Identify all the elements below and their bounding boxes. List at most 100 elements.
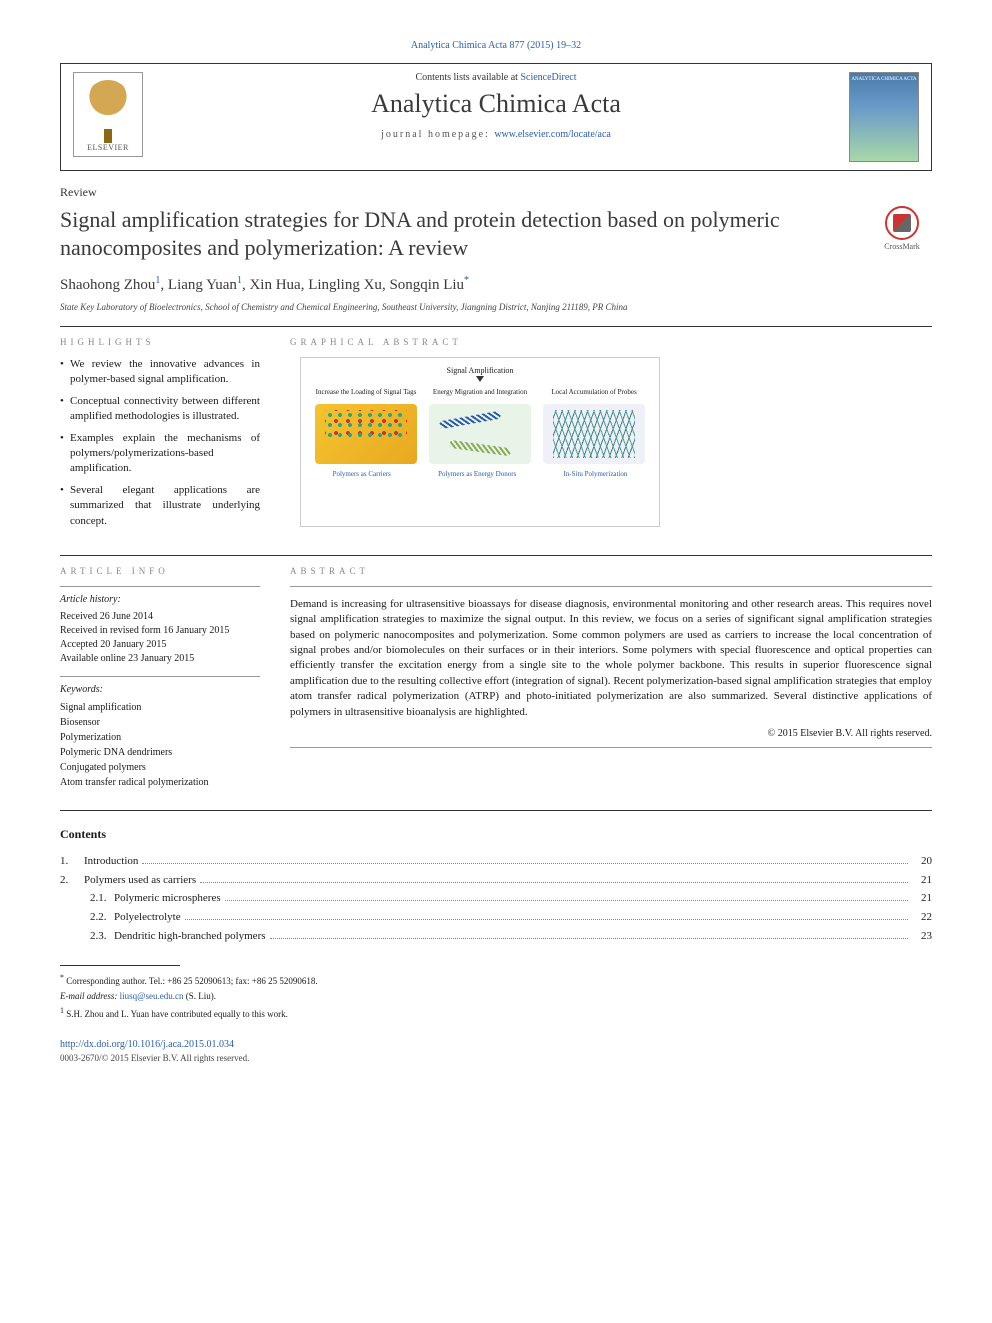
abstract-label: ABSTRACT: [290, 566, 932, 576]
highlights-label: HIGHLIGHTS: [60, 337, 260, 347]
toc-text: Polymeric microspheres: [114, 889, 221, 908]
toc-number: 2.3.: [90, 927, 114, 946]
toc-text: Dendritic high-branched polymers: [114, 927, 266, 946]
divider: [60, 810, 932, 811]
article-info-label: ARTICLE INFO: [60, 566, 260, 576]
author: Lingling Xu: [308, 277, 382, 293]
article-history: Article history: Received 26 June 2014Re…: [60, 593, 260, 666]
graphical-abstract-label: GRAPHICAL ABSTRACT: [290, 337, 932, 347]
ga-panel-polymerization: [543, 404, 646, 464]
keyword: Atom transfer radical polymerization: [60, 775, 260, 790]
affiliation: State Key Laboratory of Bioelectronics, …: [60, 302, 932, 312]
toc-item[interactable]: 2.2. Polyelectrolyte 22: [60, 908, 932, 927]
toc-page: 22: [912, 908, 932, 927]
journal-reference: Analytica Chimica Acta 877 (2015) 19–32: [60, 40, 932, 51]
journal-header-box: ELSEVIER Contents lists available at Sci…: [60, 63, 932, 171]
history-heading: Article history:: [60, 593, 260, 607]
contribution-footnote: 1 S.H. Zhou and L. Yuan have contributed…: [60, 1005, 932, 1021]
toc-item[interactable]: 2.3. Dendritic high-branched polymers 23: [60, 927, 932, 946]
elsevier-tree-icon: [83, 80, 133, 135]
ga-branch-label: Local Accumulation of Probes: [543, 388, 646, 396]
ga-top-label: Signal Amplification: [309, 366, 651, 384]
ga-panel-energy: [429, 404, 532, 464]
publisher-name: ELSEVIER: [87, 143, 129, 152]
corresponding-author-footnote: * Corresponding author. Tel.: +86 25 520…: [60, 972, 932, 988]
keyword: Polymerization: [60, 730, 260, 745]
keywords-heading: Keywords:: [60, 683, 260, 697]
info-abstract-row: ARTICLE INFO Article history: Received 2…: [60, 566, 932, 790]
keyword: Polymeric DNA dendrimers: [60, 745, 260, 760]
toc-dots: [185, 919, 908, 920]
toc-item[interactable]: 2.1. Polymeric microspheres 21: [60, 889, 932, 908]
cover-title-text: ANALYTICA CHIMICA ACTA: [850, 73, 918, 82]
history-line: Received in revised form 16 January 2015: [60, 624, 260, 638]
divider: [60, 555, 932, 556]
toc-number: 2.2.: [90, 908, 114, 927]
highlight-item: Examples explain the mechanisms of polym…: [60, 431, 260, 477]
toc-page: 21: [912, 871, 932, 890]
article-type: Review: [60, 185, 932, 200]
toc-dots: [142, 863, 908, 864]
crossmark-badge[interactable]: CrossMark: [872, 206, 932, 251]
elsevier-logo: ELSEVIER: [73, 72, 143, 157]
ga-branches: Increase the Loading of Signal TagsEnerg…: [309, 388, 651, 396]
toc-page: 21: [912, 889, 932, 908]
toc-text: Introduction: [84, 852, 138, 871]
email-link[interactable]: liusq@seu.edu.cn: [120, 991, 184, 1001]
ga-bottom-label: Polymers as Carriers: [333, 470, 391, 478]
keyword: Signal amplification: [60, 700, 260, 715]
header-center: Contents lists available at ScienceDirec…: [155, 72, 837, 140]
ga-bottom-label: Polymers as Energy Donors: [438, 470, 516, 478]
ga-bottom-labels: Polymers as Carriers Polymers as Energy D…: [309, 470, 651, 478]
toc-page: 23: [912, 927, 932, 946]
toc-item[interactable]: 2. Polymers used as carriers 21: [60, 871, 932, 890]
toc-number: 2.1.: [90, 889, 114, 908]
author: Songqin Liu*: [389, 277, 469, 293]
ga-panel-carriers: [315, 404, 418, 464]
highlights-list: We review the innovative advances in pol…: [60, 357, 260, 529]
journal-name: Analytica Chimica Acta: [155, 89, 837, 119]
toc-item[interactable]: 1. Introduction 20: [60, 852, 932, 871]
author: Shaohong Zhou1: [60, 277, 160, 293]
toc-dots: [200, 882, 908, 883]
highlights-graphical-row: HIGHLIGHTS We review the innovative adva…: [60, 337, 932, 535]
toc-text: Polyelectrolyte: [114, 908, 181, 927]
journal-cover-thumbnail: ANALYTICA CHIMICA ACTA: [849, 72, 919, 162]
history-line: Available online 23 January 2015: [60, 652, 260, 666]
contents-heading: Contents: [60, 827, 932, 842]
toc-dots: [225, 900, 908, 901]
ga-panels: [309, 404, 651, 464]
history-line: Accepted 20 January 2015: [60, 638, 260, 652]
contents-available-line: Contents lists available at ScienceDirec…: [155, 72, 837, 83]
abstract-text: Demand is increasing for ultrasensitive …: [290, 597, 932, 720]
crossmark-label: CrossMark: [884, 242, 920, 251]
sciencedirect-link[interactable]: ScienceDirect: [520, 72, 576, 83]
homepage-link[interactable]: www.elsevier.com/locate/aca: [494, 129, 611, 140]
toc-number: 1.: [60, 852, 84, 871]
journal-ref-link[interactable]: Analytica Chimica Acta 877 (2015) 19–32: [411, 40, 581, 51]
keywords-block: Keywords: Signal amplificationBiosensorP…: [60, 683, 260, 790]
crossmark-icon: [885, 206, 919, 240]
highlight-item: Several elegant applications are summari…: [60, 483, 260, 529]
toc-number: 2.: [60, 871, 84, 890]
author: Liang Yuan1: [168, 277, 242, 293]
keywords-list: Signal amplificationBiosensorPolymerizat…: [60, 700, 260, 790]
ga-branch-label: Increase the Loading of Signal Tags: [315, 388, 418, 396]
toc-text: Polymers used as carriers: [84, 871, 196, 890]
table-of-contents: 1. Introduction 20 2. Polymers used as c…: [60, 852, 932, 945]
history-line: Received 26 June 2014: [60, 610, 260, 624]
toc-page: 20: [912, 852, 932, 871]
email-footnote: E-mail address: liusq@seu.edu.cn (S. Liu…: [60, 990, 932, 1003]
title-row: Signal amplification strategies for DNA …: [60, 206, 932, 261]
ga-bottom-label: In-Situ Polymerization: [563, 470, 627, 478]
doi-link[interactable]: http://dx.doi.org/10.1016/j.aca.2015.01.…: [60, 1039, 234, 1050]
article-title: Signal amplification strategies for DNA …: [60, 206, 862, 261]
divider: [60, 326, 932, 327]
issn-copyright: 0003-2670/© 2015 Elsevier B.V. All right…: [60, 1053, 932, 1063]
author: Xin Hua: [249, 277, 300, 293]
author-list: Shaohong Zhou1, Liang Yuan1, Xin Hua, Li…: [60, 275, 932, 294]
keyword: Biosensor: [60, 715, 260, 730]
toc-dots: [270, 938, 908, 939]
highlight-item: Conceptual connectivity between differen…: [60, 394, 260, 425]
journal-homepage-line: journal homepage: www.elsevier.com/locat…: [155, 129, 837, 140]
